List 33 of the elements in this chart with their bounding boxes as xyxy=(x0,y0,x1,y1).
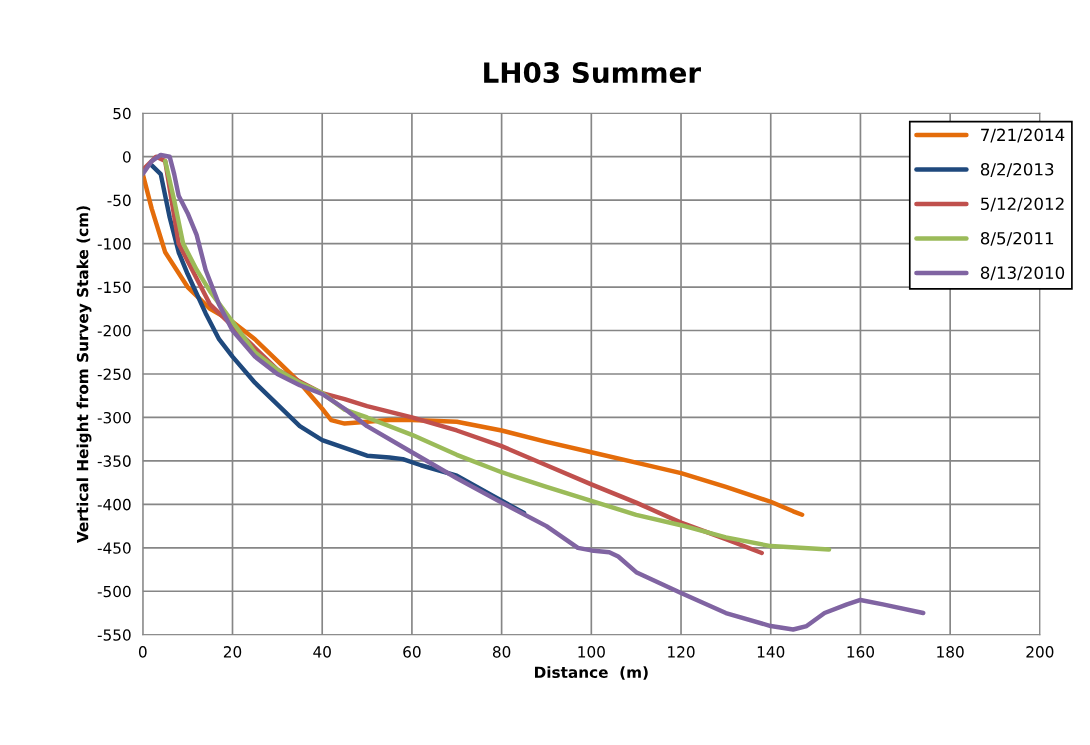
x-tick-label: 160 xyxy=(847,646,875,658)
y-tick-label: -550 xyxy=(97,629,131,641)
chart-title: LH03 Summer xyxy=(484,62,701,84)
y-tick-label: -150 xyxy=(97,281,131,294)
legend-label: 8/2/2013 xyxy=(980,163,1054,177)
y-tick-label: -250 xyxy=(97,368,131,381)
x-axis-title: Distance (m) xyxy=(535,666,648,680)
y-tick-label: -350 xyxy=(97,455,131,467)
x-tick-label: 180 xyxy=(937,646,964,658)
x-tick-label: 200 xyxy=(1026,646,1054,658)
y-axis-title: Vertical Height from Survey Stake (cm) xyxy=(76,206,92,543)
legend-label: 5/12/2012 xyxy=(981,197,1064,212)
y-tick-label: 0 xyxy=(122,151,131,163)
x-tick-label: 20 xyxy=(223,646,242,658)
x-tick-label: 120 xyxy=(668,646,695,658)
y-tick-label: -200 xyxy=(97,325,131,337)
legend-label: 8/13/2010 xyxy=(980,266,1065,281)
x-tick-label: 80 xyxy=(492,646,511,658)
y-tick-label: -50 xyxy=(107,194,131,207)
y-tick-label: 50 xyxy=(113,107,131,120)
y-tick-label: -300 xyxy=(97,411,131,424)
x-tick-label: 140 xyxy=(757,646,785,658)
y-tick-label: -450 xyxy=(97,542,131,554)
line-series xyxy=(142,152,926,632)
y-tick-label: -400 xyxy=(97,498,131,511)
legend-label: 7/21/2014 xyxy=(981,128,1065,143)
y-tick-label: -100 xyxy=(97,238,131,250)
y-tick-label: -500 xyxy=(97,585,131,598)
legend-label: 8/5/2011 xyxy=(980,231,1054,246)
x-tick-label: 0 xyxy=(138,646,147,658)
x-tick-label: 60 xyxy=(403,646,421,658)
x-tick-label: 40 xyxy=(313,646,331,658)
x-tick-label: 100 xyxy=(578,646,605,658)
